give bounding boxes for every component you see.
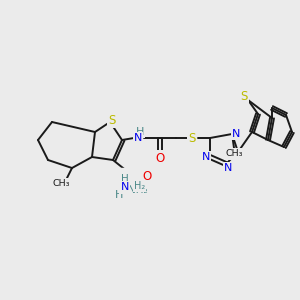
Text: N: N xyxy=(121,182,129,192)
Text: H: H xyxy=(121,174,129,184)
Text: H: H xyxy=(115,190,123,200)
Text: H: H xyxy=(120,175,128,185)
Text: H₂: H₂ xyxy=(134,181,145,191)
Text: S: S xyxy=(240,89,248,103)
Text: N: N xyxy=(202,152,210,162)
Text: S: S xyxy=(188,131,196,145)
Text: N: N xyxy=(134,133,142,143)
Text: H: H xyxy=(136,127,144,137)
Bar xyxy=(115,168,165,200)
Text: S: S xyxy=(108,113,116,127)
Text: O: O xyxy=(143,172,153,184)
Text: N: N xyxy=(120,183,128,193)
Text: CH₃: CH₃ xyxy=(225,149,243,158)
Text: N: N xyxy=(224,163,232,173)
Text: NH₂: NH₂ xyxy=(128,185,148,195)
Text: N: N xyxy=(232,129,240,139)
Text: O: O xyxy=(142,170,152,184)
Text: O: O xyxy=(155,152,165,164)
Text: CH₃: CH₃ xyxy=(52,179,70,188)
